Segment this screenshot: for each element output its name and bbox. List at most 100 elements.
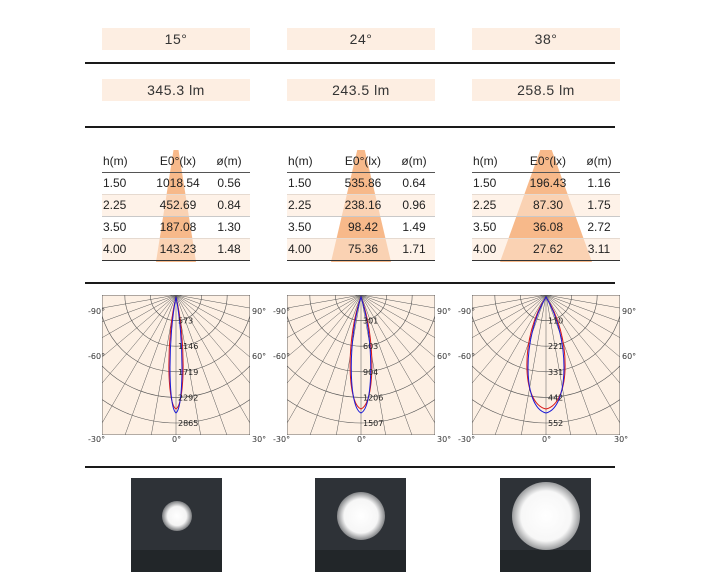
header-illuminance: E0°(lx) (344, 154, 382, 168)
cell-illuminance: 187.08 (159, 220, 197, 234)
flux-label: 345.3 lm (102, 79, 250, 101)
ring-value-label: 110 (548, 317, 563, 326)
curve-c90 (526, 296, 566, 410)
cell-illuminance: 75.36 (347, 242, 379, 256)
cell-diameter: 1.75 (587, 198, 611, 212)
cell-diameter: 2.72 (587, 220, 611, 234)
cell-illuminance: 452.69 (159, 198, 197, 212)
header-diameter: ø(m) (216, 154, 242, 168)
ring-value-label: 573 (178, 317, 193, 326)
angle-label: 0° (172, 435, 182, 444)
cell-diameter: 1.48 (217, 242, 241, 256)
flux-label: 243.5 lm (287, 79, 435, 101)
polar-grid: 301 603 904 1206 1507 (141, 166, 581, 515)
ring-value-label: 2865 (178, 419, 198, 428)
cell-height: 2.25 (473, 198, 497, 212)
divider (85, 466, 615, 468)
cell-illuminance: 143.23 (159, 242, 197, 256)
angle-label: -60° (88, 352, 106, 361)
cell-height: 2.25 (103, 198, 127, 212)
flux-label: 258.5 lm (472, 79, 620, 101)
table-row: 3.50 98.42 1.49 (287, 216, 435, 239)
ring-value-label: 603 (363, 342, 378, 351)
header-height: h(m) (473, 154, 498, 168)
polar-diagram: 573 1146 1719 2292 2865 (0, 166, 396, 515)
angle-label: -90° (273, 307, 291, 316)
angle-label: -90° (458, 307, 476, 316)
cell-illuminance: 87.30 (532, 198, 564, 212)
angle-label: -60° (458, 352, 476, 361)
curve-c0 (350, 295, 372, 414)
ring-value-label: 301 (363, 317, 378, 326)
beam-angle-label: 24° (287, 28, 435, 50)
polar-diagram: 301 603 904 1206 1507 (141, 166, 581, 515)
angle-label: 60° (252, 352, 267, 361)
curve-c90 (168, 296, 184, 410)
cell-diameter: 0.64 (402, 176, 426, 190)
cell-illuminance: 1018.54 (156, 176, 200, 190)
ring-value-label: 221 (548, 342, 563, 351)
angle-label: -30° (88, 435, 106, 444)
beam-angle-label: 15° (102, 28, 250, 50)
cell-illuminance: 196.43 (529, 176, 567, 190)
angle-label: 90° (437, 307, 452, 316)
ring-value-label: 331 (548, 368, 563, 377)
cell-height: 4.00 (103, 242, 127, 256)
angle-label: 90° (622, 307, 637, 316)
cell-illuminance: 36.08 (532, 220, 564, 234)
cell-height: 4.00 (473, 242, 497, 256)
divider (85, 282, 615, 284)
cell-height: 3.50 (473, 220, 497, 234)
cell-height: 1.50 (288, 176, 312, 190)
table-row: 2.25 238.16 0.96 (287, 194, 435, 217)
polar-grid: 110 221 331 442 552 (326, 166, 727, 515)
divider (85, 126, 615, 128)
angle-label: 60° (437, 352, 452, 361)
cell-diameter: 1.49 (402, 220, 426, 234)
table-row: 1.50 535.86 0.64 (287, 172, 435, 195)
cell-height: 1.50 (473, 176, 497, 190)
beam-spot-image (315, 478, 406, 572)
angle-label: -90° (88, 307, 106, 316)
ring-value-label: 1206 (363, 393, 383, 402)
angle-label: -30° (273, 435, 291, 444)
angle-label: 0° (357, 435, 367, 444)
table-header: h(m) E0°(lx) ø(m) (472, 150, 620, 173)
angle-label: -30° (458, 435, 476, 444)
cell-diameter: 0.96 (402, 198, 426, 212)
angle-label: 90° (252, 307, 267, 316)
header-height: h(m) (103, 154, 128, 168)
angle-label: 0° (542, 435, 552, 444)
angle-label: -60° (273, 352, 291, 361)
cell-height: 2.25 (288, 198, 312, 212)
beam-angle-label: 38° (472, 28, 620, 50)
table-row: 2.25 452.69 0.84 (102, 194, 250, 217)
cell-diameter: 1.71 (402, 242, 426, 256)
header-illuminance: E0°(lx) (159, 154, 197, 168)
header-illuminance: E0°(lx) (529, 154, 567, 168)
divider (85, 62, 615, 64)
cell-height: 3.50 (288, 220, 312, 234)
illuminance-table: h(m) E0°(lx) ø(m) 1.50 1018.54 0.56 2.25… (102, 150, 250, 262)
angle-label: 60° (622, 352, 637, 361)
table-row: 3.50 187.08 1.30 (102, 216, 250, 239)
beam-spot-image (500, 478, 591, 572)
ring-value-label: 2292 (178, 393, 198, 402)
ring-value-label: 1719 (178, 368, 198, 377)
polar-grid: 573 1146 1719 2292 2865 (0, 166, 396, 515)
header-diameter: ø(m) (401, 154, 427, 168)
table-header: h(m) E0°(lx) ø(m) (287, 150, 435, 173)
table-header: h(m) E0°(lx) ø(m) (102, 150, 250, 173)
cell-diameter: 0.56 (217, 176, 241, 190)
polar-diagram: 110 221 331 442 552 (326, 166, 727, 515)
cell-illuminance: 535.86 (344, 176, 382, 190)
table-row: 4.00 27.62 3.11 (472, 238, 620, 261)
cell-diameter: 3.11 (587, 242, 611, 256)
table-row: 4.00 143.23 1.48 (102, 238, 250, 261)
curve-c0 (527, 296, 565, 414)
cell-height: 3.50 (103, 220, 127, 234)
illuminance-table: h(m) E0°(lx) ø(m) 1.50 196.43 1.16 2.25 … (472, 150, 620, 262)
table-row: 4.00 75.36 1.71 (287, 238, 435, 261)
cell-illuminance: 27.62 (532, 242, 564, 256)
angle-label: 30° (437, 435, 452, 444)
